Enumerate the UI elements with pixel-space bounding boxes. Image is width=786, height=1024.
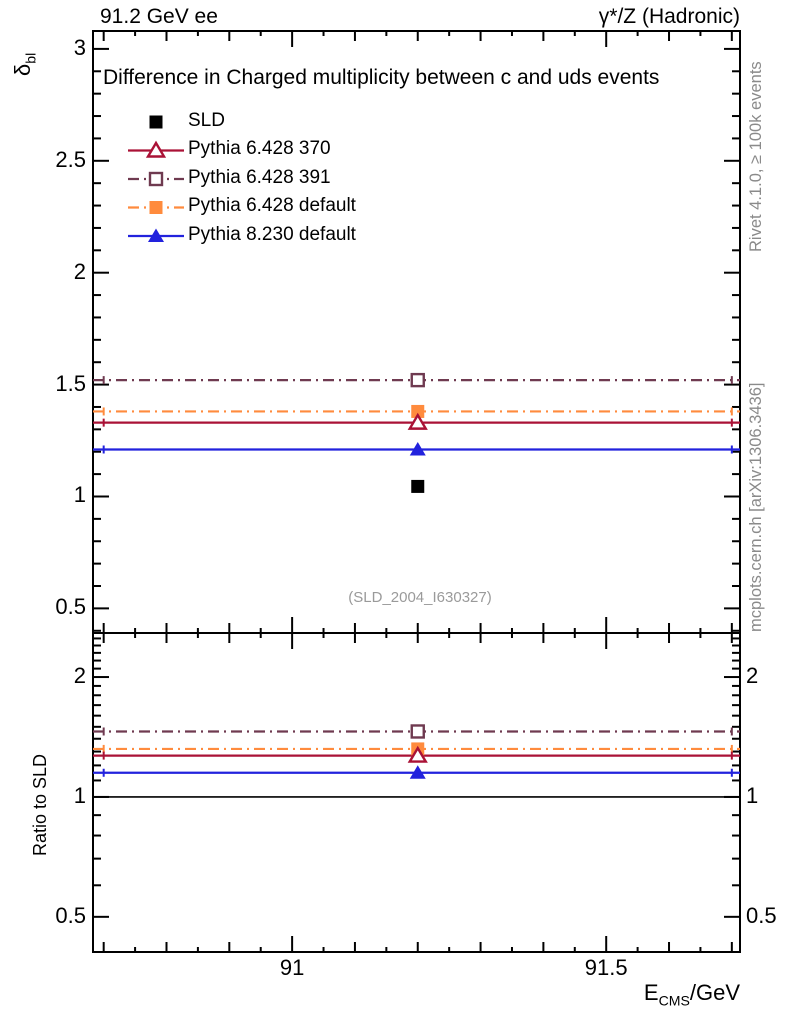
model-marker-ratio bbox=[407, 745, 428, 763]
ratio-tick-label-left: 0.5 bbox=[55, 902, 86, 928]
legend-marker-sample bbox=[148, 228, 164, 242]
y-main-tick-label: 1 bbox=[73, 482, 86, 508]
ratio-panel-frame bbox=[92, 632, 741, 953]
model-marker-ratio bbox=[409, 765, 426, 779]
model-marker-main bbox=[409, 441, 426, 456]
ratio-tick-label-right: 1 bbox=[746, 782, 759, 808]
rivet-version-watermark: Rivet 4.1.0, ≥ 100k events bbox=[747, 61, 765, 252]
legend-marker-sample bbox=[145, 140, 167, 158]
process-label: γ*/Z (Hadronic) bbox=[598, 5, 740, 28]
model-marker-main bbox=[411, 404, 425, 418]
y-main-tick-label: 0.5 bbox=[55, 594, 86, 620]
y-main-tick-label: 3 bbox=[73, 34, 86, 60]
y-main-tick-label: 2 bbox=[73, 258, 86, 284]
model-marker-main bbox=[407, 412, 428, 430]
legend-label-pythia8-default: Pythia 8.230 default bbox=[188, 224, 356, 245]
ratio-tick-label-left: 1 bbox=[73, 782, 86, 808]
y-main-tick-label: 1.5 bbox=[55, 370, 86, 396]
sld-data-point bbox=[411, 479, 425, 493]
x-axis-label: ECMS/GeV bbox=[643, 980, 740, 1009]
model-marker-ratio bbox=[410, 724, 425, 739]
plot-title: Difference in Charged multiplicity betwe… bbox=[103, 66, 660, 89]
legend-label-pythia6-default: Pythia 6.428 default bbox=[188, 195, 356, 216]
legend-label-pythia-391: Pythia 6.428 391 bbox=[188, 167, 331, 188]
ratio-tick-label-right: 0.5 bbox=[746, 902, 777, 928]
legend-marker-sample bbox=[148, 171, 164, 187]
x-tick-label: 91.5 bbox=[584, 955, 628, 980]
beam-energy-label: 91.2 GeV ee bbox=[100, 5, 218, 28]
legend-marker-sample bbox=[149, 115, 163, 129]
x-tick-label: 91 bbox=[279, 955, 305, 980]
model-marker-main bbox=[410, 372, 425, 388]
analysis-ref-label: (SLD_2004_I630327) bbox=[348, 589, 492, 606]
ratio-tick-label-right: 2 bbox=[746, 663, 759, 689]
y-main-tick-label: 2.5 bbox=[55, 146, 86, 172]
mcplots-watermark: mcplots.cern.ch [arXiv:1306.3436] bbox=[747, 382, 765, 632]
legend-marker-sample bbox=[149, 201, 163, 214]
legend-label-pythia-370: Pythia 6.428 370 bbox=[188, 138, 331, 159]
ratio-tick-label-left: 2 bbox=[73, 663, 86, 689]
legend-label-sld: SLD bbox=[188, 110, 225, 131]
